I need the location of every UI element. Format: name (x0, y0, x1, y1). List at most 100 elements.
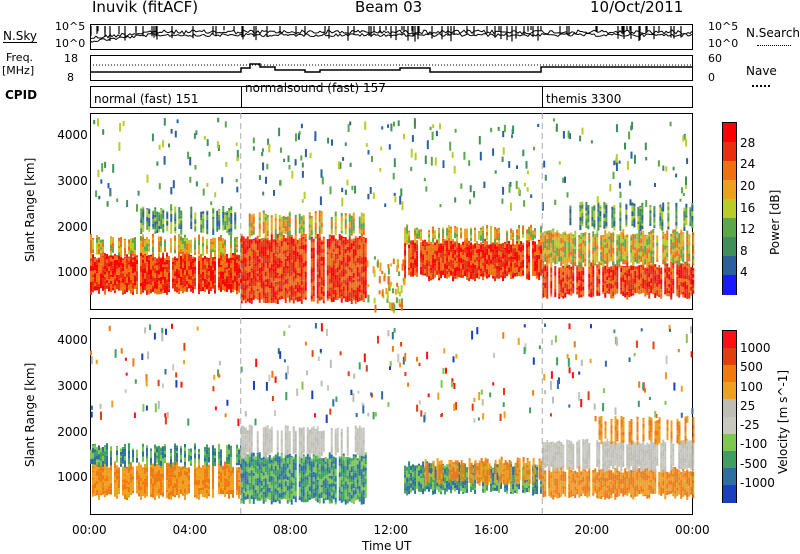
power-cell (614, 281, 617, 286)
power-cell (534, 249, 537, 252)
power-cell (176, 119, 179, 124)
power-cell (142, 217, 145, 220)
power-cell (224, 282, 226, 287)
power-cell (286, 255, 289, 262)
power-cell (486, 241, 489, 245)
power-cell (566, 276, 569, 279)
power-cell (420, 259, 423, 263)
power-cell (508, 272, 511, 275)
power-cell (568, 276, 571, 280)
power-cell (593, 223, 596, 228)
power-cell (486, 235, 489, 241)
power-cell (140, 217, 143, 220)
power-cell (644, 294, 647, 297)
power-cell (440, 276, 443, 279)
power-cell (502, 271, 505, 277)
power-cell (680, 286, 683, 289)
power-cell (106, 262, 108, 268)
power-cell (142, 263, 144, 269)
power-cell (662, 232, 665, 236)
power-cell (264, 217, 267, 221)
power-cell (116, 274, 118, 278)
power-cell (276, 275, 279, 279)
power-cell (603, 213, 606, 218)
power-cell (494, 272, 497, 277)
power-cell (266, 278, 269, 281)
power-cell (581, 208, 584, 213)
power-cell (624, 253, 627, 256)
power-cell (460, 268, 463, 274)
power-cell (202, 211, 205, 214)
power-cell (546, 243, 549, 247)
power-cell (532, 258, 535, 264)
power-cell (118, 142, 121, 151)
power-cell (356, 297, 359, 302)
power-cell (406, 224, 409, 226)
power-cell (590, 266, 593, 272)
power-cell (228, 217, 231, 222)
power-cell (146, 221, 149, 225)
power-cell (686, 279, 689, 282)
power-cell (178, 259, 180, 263)
power-cell (422, 246, 425, 251)
power-cell (492, 264, 495, 271)
power-cell (178, 269, 180, 274)
power-cell (342, 276, 345, 280)
power-cell (692, 274, 695, 278)
power-cell (294, 284, 297, 290)
power-cell (122, 292, 124, 295)
power-cell (174, 245, 176, 250)
power-cell (350, 272, 353, 276)
power-cell (134, 256, 136, 262)
power-cell (260, 246, 263, 250)
power-cell (592, 277, 595, 283)
noise-right-bottom-tick: 10^0 (708, 37, 739, 50)
power-cell (649, 210, 652, 213)
power-cell (242, 294, 245, 299)
power-cell (360, 263, 363, 267)
power-cell (496, 253, 499, 258)
power-cell (464, 243, 467, 248)
power-cell (224, 253, 226, 256)
power-cell (584, 235, 587, 238)
power-cell (290, 285, 293, 291)
power-cell (276, 268, 279, 273)
power-cell (318, 252, 321, 257)
power-cell (262, 274, 265, 280)
power-cell (578, 266, 581, 269)
power-cell (232, 271, 234, 275)
power-cell (182, 252, 184, 259)
power-cell (558, 296, 561, 299)
power-cell (254, 272, 257, 276)
power-cell (420, 269, 423, 275)
power-cell (234, 261, 236, 265)
power-cell (593, 204, 596, 206)
power-cell (210, 239, 212, 243)
power-cell (336, 244, 339, 249)
power-cell (582, 275, 585, 280)
power-cell (611, 206, 614, 211)
power-cell (522, 270, 525, 276)
power-cell (288, 211, 291, 213)
power-cell (444, 245, 447, 249)
power-cell (296, 279, 299, 282)
power-cell (504, 249, 507, 255)
power-cell (98, 286, 100, 290)
power-cell (390, 123, 393, 132)
power-cell (358, 282, 361, 285)
power-cell (360, 239, 363, 243)
power-cell (466, 230, 469, 235)
power-cell (634, 234, 637, 239)
power-cell (542, 263, 545, 268)
power-cell (118, 237, 120, 242)
power-cell (614, 264, 617, 266)
power-cell (387, 268, 390, 275)
power-cell (546, 259, 549, 263)
power-cell (624, 237, 627, 240)
power-cell (146, 281, 148, 285)
power-cell (262, 227, 265, 234)
power-cell (672, 230, 675, 234)
power-cell (428, 263, 431, 266)
power-cell (112, 284, 114, 288)
power-cell (104, 271, 106, 275)
